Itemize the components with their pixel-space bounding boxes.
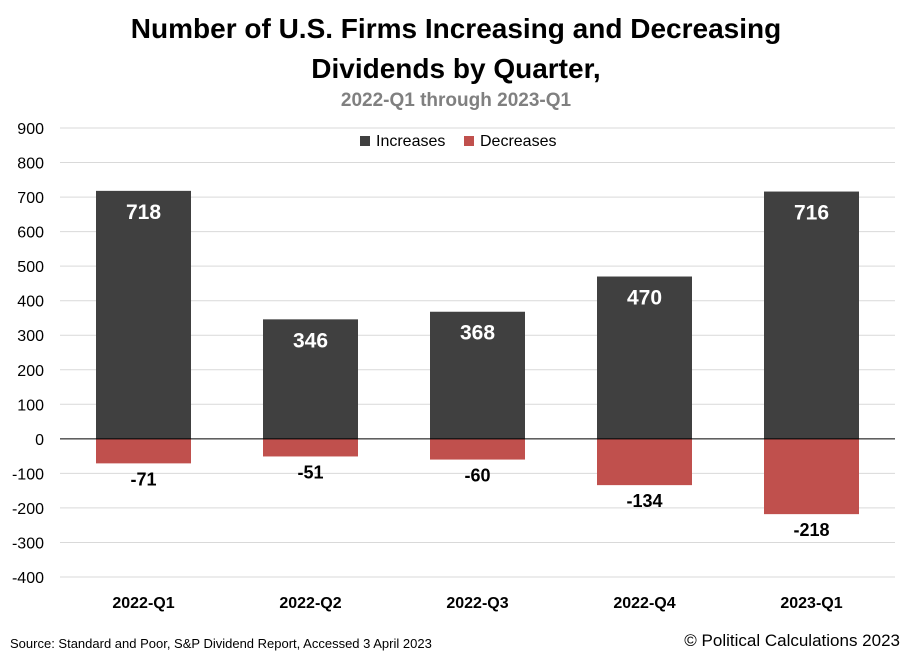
chart-title-line1: Number of U.S. Firms Increasing and Decr… xyxy=(130,13,782,44)
y-axis-ticks: 900 800 700 600 500 400 300 200 100 0 -100 -200 -300… xyxy=(12,121,44,587)
label-increase-2022-Q2: 346 xyxy=(293,329,328,352)
bar-decrease-2022-Q4 xyxy=(597,438,692,486)
y-tick-label: 800 xyxy=(17,156,44,173)
x-tick-label: 2022-Q3 xyxy=(446,595,508,612)
legend: Increases Decreases xyxy=(360,133,556,150)
y-tick-label: -400 xyxy=(12,570,44,587)
legend-swatch-increases xyxy=(360,136,370,146)
bar-decrease-2022-Q3 xyxy=(430,438,525,460)
chart-title-line2: Dividends by Quarter, xyxy=(311,53,601,84)
copyright-note: © Political Calculations 2023 xyxy=(684,631,900,650)
x-tick-label: 2022-Q4 xyxy=(613,595,675,612)
bar-decrease-2022-Q2 xyxy=(263,438,358,457)
bar-decrease-2023-Q1 xyxy=(764,438,859,515)
label-decrease-2022-Q1: -71 xyxy=(130,469,156,489)
source-note: Source: Standard and Poor, S&P Dividend … xyxy=(10,636,432,651)
label-decrease-2022-Q2: -51 xyxy=(297,462,323,482)
bar-increase-2023-Q1 xyxy=(764,191,859,439)
legend-label-increases: Increases xyxy=(376,133,445,150)
y-tick-label: -300 xyxy=(12,535,44,552)
label-increase-2023-Q1: 716 xyxy=(794,202,829,225)
label-decrease-2022-Q4: -134 xyxy=(626,491,662,511)
label-decrease-2023-Q1: -218 xyxy=(793,520,829,540)
x-axis-ticks: 2022-Q1 2022-Q2 2022-Q3 2022-Q4 2023-Q1 xyxy=(112,595,842,612)
x-tick-label: 2022-Q1 xyxy=(112,595,174,612)
data-labels: 718 -71 346 -51 368 -60 470 -134 716 -218 xyxy=(126,201,830,540)
y-tick-label: 0 xyxy=(35,432,44,449)
bar-increase-2022-Q1 xyxy=(96,190,191,439)
y-tick-label: -200 xyxy=(12,501,44,518)
y-tick-label: 100 xyxy=(17,397,44,414)
y-tick-label: 200 xyxy=(17,363,44,380)
label-increase-2022-Q1: 718 xyxy=(126,201,161,224)
x-tick-label: 2022-Q2 xyxy=(279,595,341,612)
bars xyxy=(96,190,859,515)
label-decrease-2022-Q3: -60 xyxy=(464,466,490,486)
chart-subtitle: 2022-Q1 through 2023-Q1 xyxy=(340,90,572,111)
label-increase-2022-Q3: 368 xyxy=(460,322,495,345)
bar-decrease-2022-Q1 xyxy=(96,438,191,464)
y-tick-label: 300 xyxy=(17,328,44,345)
y-tick-label: -100 xyxy=(12,466,44,483)
x-tick-label: 2023-Q1 xyxy=(780,595,842,612)
y-tick-label: 400 xyxy=(17,294,44,311)
bar-increase-2022-Q2 xyxy=(263,319,358,439)
y-tick-label: 500 xyxy=(17,259,44,276)
bar-increase-2022-Q3 xyxy=(430,311,525,439)
y-tick-label: 600 xyxy=(17,225,44,242)
y-tick-label: 700 xyxy=(17,190,44,207)
legend-swatch-decreases xyxy=(464,136,474,146)
y-tick-label: 900 xyxy=(17,121,44,138)
label-increase-2022-Q4: 470 xyxy=(627,287,662,310)
legend-label-decreases: Decreases xyxy=(480,133,556,150)
bar-increase-2022-Q4 xyxy=(597,276,692,439)
gridlines xyxy=(60,127,895,578)
